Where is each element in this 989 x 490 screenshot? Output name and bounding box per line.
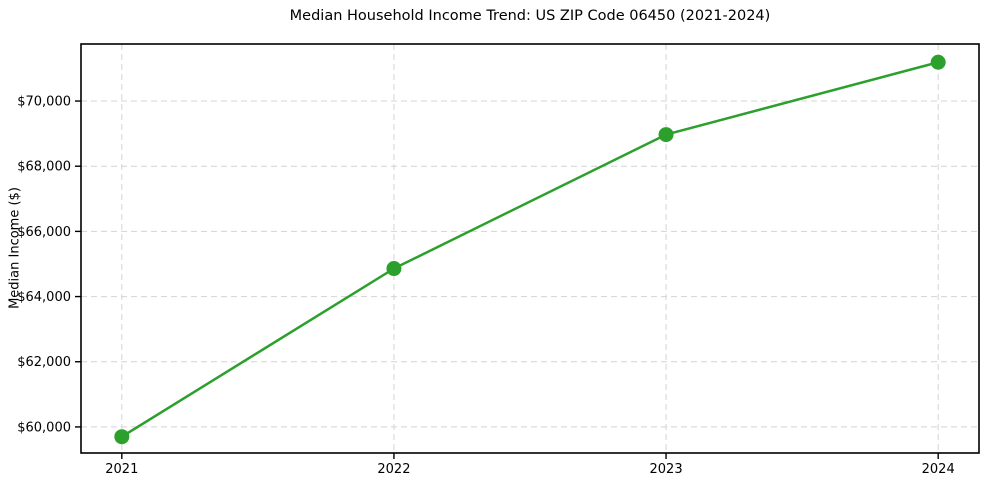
chart-title: Median Household Income Trend: US ZIP Co… [289,8,771,24]
y-axis-label: Median Income ($) [7,187,23,309]
x-tick-label: 2021 [105,462,138,477]
y-tick-label: $64,000 [17,290,71,305]
x-tick-label: 2023 [650,462,683,477]
x-tick-label: 2024 [922,462,955,477]
y-tick-label: $62,000 [17,355,71,370]
data-point-marker [114,429,130,445]
y-tick-label: $70,000 [17,95,71,110]
x-tick-label: 2022 [377,462,410,477]
income-trend-line [120,61,940,438]
plot-border [80,43,980,454]
data-point-marker [930,54,946,70]
data-point-marker [658,127,674,143]
y-tick-label: $66,000 [17,225,71,240]
y-tick-label: $68,000 [17,160,71,175]
y-tick-label: $60,000 [17,420,71,435]
data-point-marker [386,261,402,277]
